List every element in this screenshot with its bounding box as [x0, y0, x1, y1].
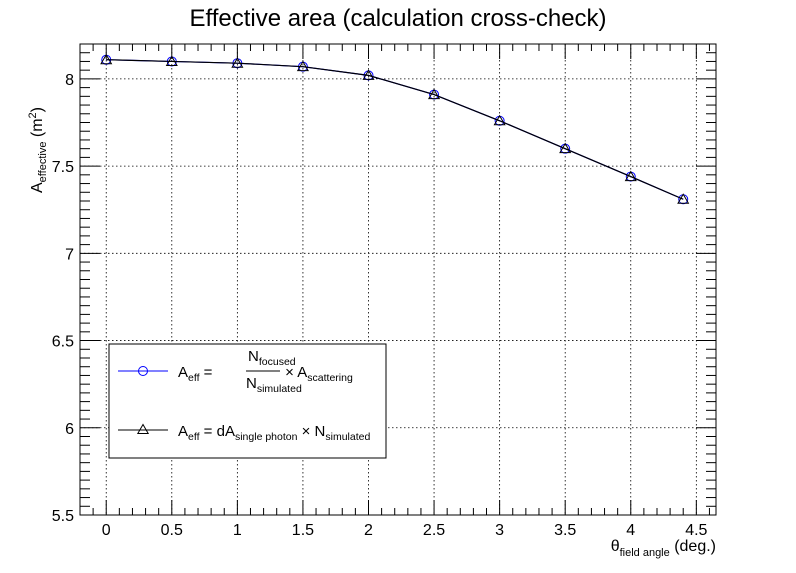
- x-tick-label: 3.5: [554, 522, 576, 539]
- x-axis-label-unit: (deg.): [670, 538, 716, 555]
- x-tick-label: 2.5: [423, 522, 445, 539]
- x-tick-label: 2: [364, 522, 373, 539]
- y-axis-label-sub: effective: [37, 142, 49, 183]
- data-point-triangle: [100, 53, 113, 65]
- series-line-2: [106, 59, 684, 200]
- data-point-triangle: [231, 57, 244, 68]
- legend-box: [108, 343, 387, 459]
- tick-labels: 0 0.5 1 1.5 2 2.5 3 3.5 4 4.5 5.5 6 6.5 7 7.5 8: [52, 72, 708, 539]
- legend-entry-1-lhs: Aeff =: [178, 364, 217, 384]
- x-axis-label: θfield angle (deg.): [611, 538, 716, 559]
- y-tick-label: 7.5: [52, 159, 74, 176]
- legend-entry-2: Aeff = dAsingle photon × Nsimulated: [178, 423, 370, 443]
- x-tick-label: 4: [626, 522, 635, 539]
- series-layer: [100, 53, 690, 205]
- series-line-1: [106, 59, 684, 200]
- y-axis-label-main: A: [29, 182, 46, 193]
- data-point-triangle: [559, 142, 572, 154]
- axis-ticks: [79, 43, 716, 516]
- x-axis-label-main: θ: [611, 538, 620, 555]
- data-point-triangle: [296, 60, 309, 72]
- x-tick-label: 1.5: [292, 522, 314, 539]
- legend-entry-1-numerator: Nfocused: [248, 348, 296, 368]
- y-tick-label: 6: [65, 421, 74, 438]
- legend-entry-1-rhs: × Ascattering: [281, 364, 353, 384]
- y-axis-label-unit-open: (m: [29, 118, 46, 141]
- y-tick-label: 7: [65, 246, 74, 263]
- x-tick-label: 0.5: [161, 522, 183, 539]
- data-point-triangle: [427, 88, 441, 100]
- y-axis-label: Aeffective (m2): [27, 107, 49, 193]
- x-tick-label: 4.5: [685, 522, 707, 539]
- data-point-triangle: [677, 193, 690, 204]
- x-tick-label: 0: [102, 522, 111, 539]
- y-tick-label: 6.5: [52, 334, 74, 351]
- data-point-triangle: [165, 55, 178, 66]
- legend-entry-1-denominator: Nsimulated: [246, 375, 302, 395]
- chart-title: Effective area (calculation cross-check): [189, 5, 606, 32]
- legend-marker-circle: [138, 366, 148, 376]
- data-point-triangle: [493, 114, 506, 126]
- x-tick-label: 1: [233, 522, 242, 539]
- x-tick-label: 3: [495, 522, 504, 539]
- y-axis-label-unit-close: ): [29, 107, 46, 112]
- data-point-triangle: [362, 69, 375, 80]
- y-tick-label: 5.5: [52, 508, 74, 525]
- y-tick-label: 8: [65, 72, 74, 89]
- y-axis-label-unit-sup: 2: [27, 112, 39, 118]
- legend-marker-triangle: [136, 423, 150, 434]
- x-axis-label-sub: field angle: [620, 547, 670, 559]
- legend: Aeff = Nfocused Nsimulated × Ascattering…: [108, 343, 387, 459]
- data-point-triangle: [624, 170, 637, 182]
